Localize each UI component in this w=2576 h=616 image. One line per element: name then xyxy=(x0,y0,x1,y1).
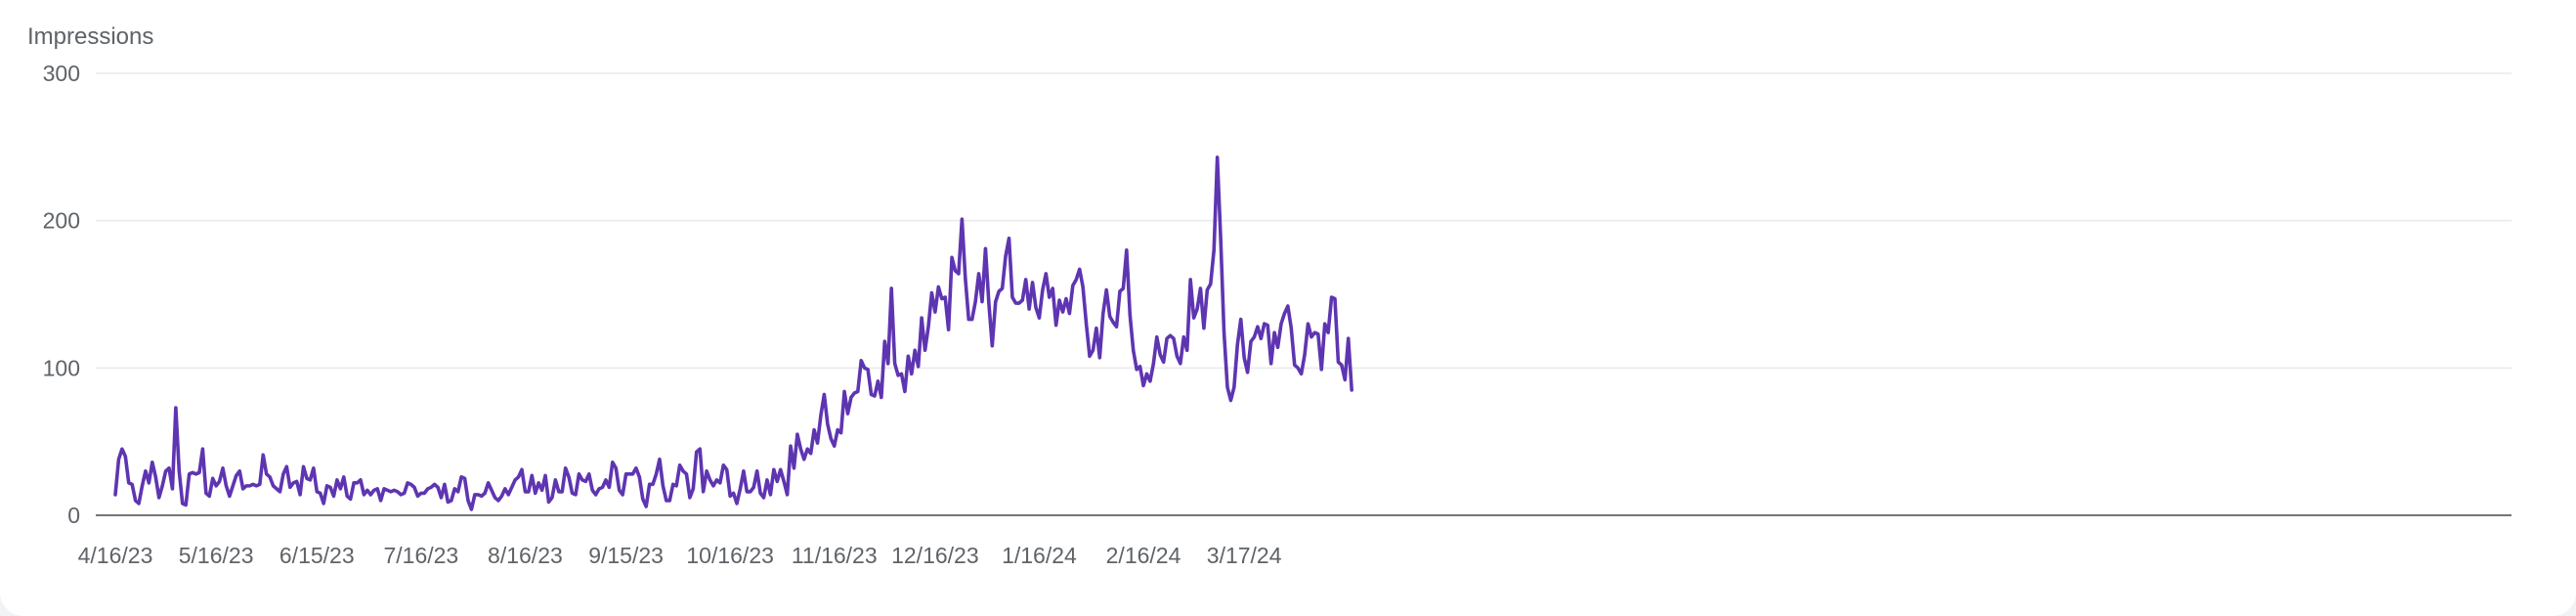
y-axis-title: Impressions xyxy=(27,23,154,50)
x-tick-label: 9/15/23 xyxy=(588,543,664,568)
y-tick-label: 300 xyxy=(43,61,80,86)
x-tick-label: 4/16/23 xyxy=(78,543,153,568)
y-tick-label: 100 xyxy=(43,355,80,380)
x-tick-label: 3/17/24 xyxy=(1207,543,1282,568)
y-tick-label: 0 xyxy=(67,503,80,528)
x-tick-label: 10/16/23 xyxy=(686,543,774,568)
gridlines xyxy=(96,72,2512,370)
y-axis-ticks: 0 100 200 300 xyxy=(43,61,80,528)
x-tick-label: 8/16/23 xyxy=(488,543,563,568)
x-tick-label: 1/16/24 xyxy=(1002,543,1077,568)
x-tick-label: 5/16/23 xyxy=(179,543,254,568)
impressions-series-line xyxy=(113,155,1353,511)
y-tick-label: 200 xyxy=(43,208,80,234)
x-tick-label: 12/16/23 xyxy=(891,543,979,568)
x-tick-label: 7/16/23 xyxy=(383,543,458,568)
x-axis-ticks: 4/16/23 5/16/23 6/15/23 7/16/23 8/16/23 9/15/… xyxy=(78,543,1282,568)
x-tick-label: 6/15/23 xyxy=(279,543,355,568)
x-tick-label: 2/16/24 xyxy=(1106,543,1181,568)
x-tick-label: 11/16/23 xyxy=(792,543,878,568)
